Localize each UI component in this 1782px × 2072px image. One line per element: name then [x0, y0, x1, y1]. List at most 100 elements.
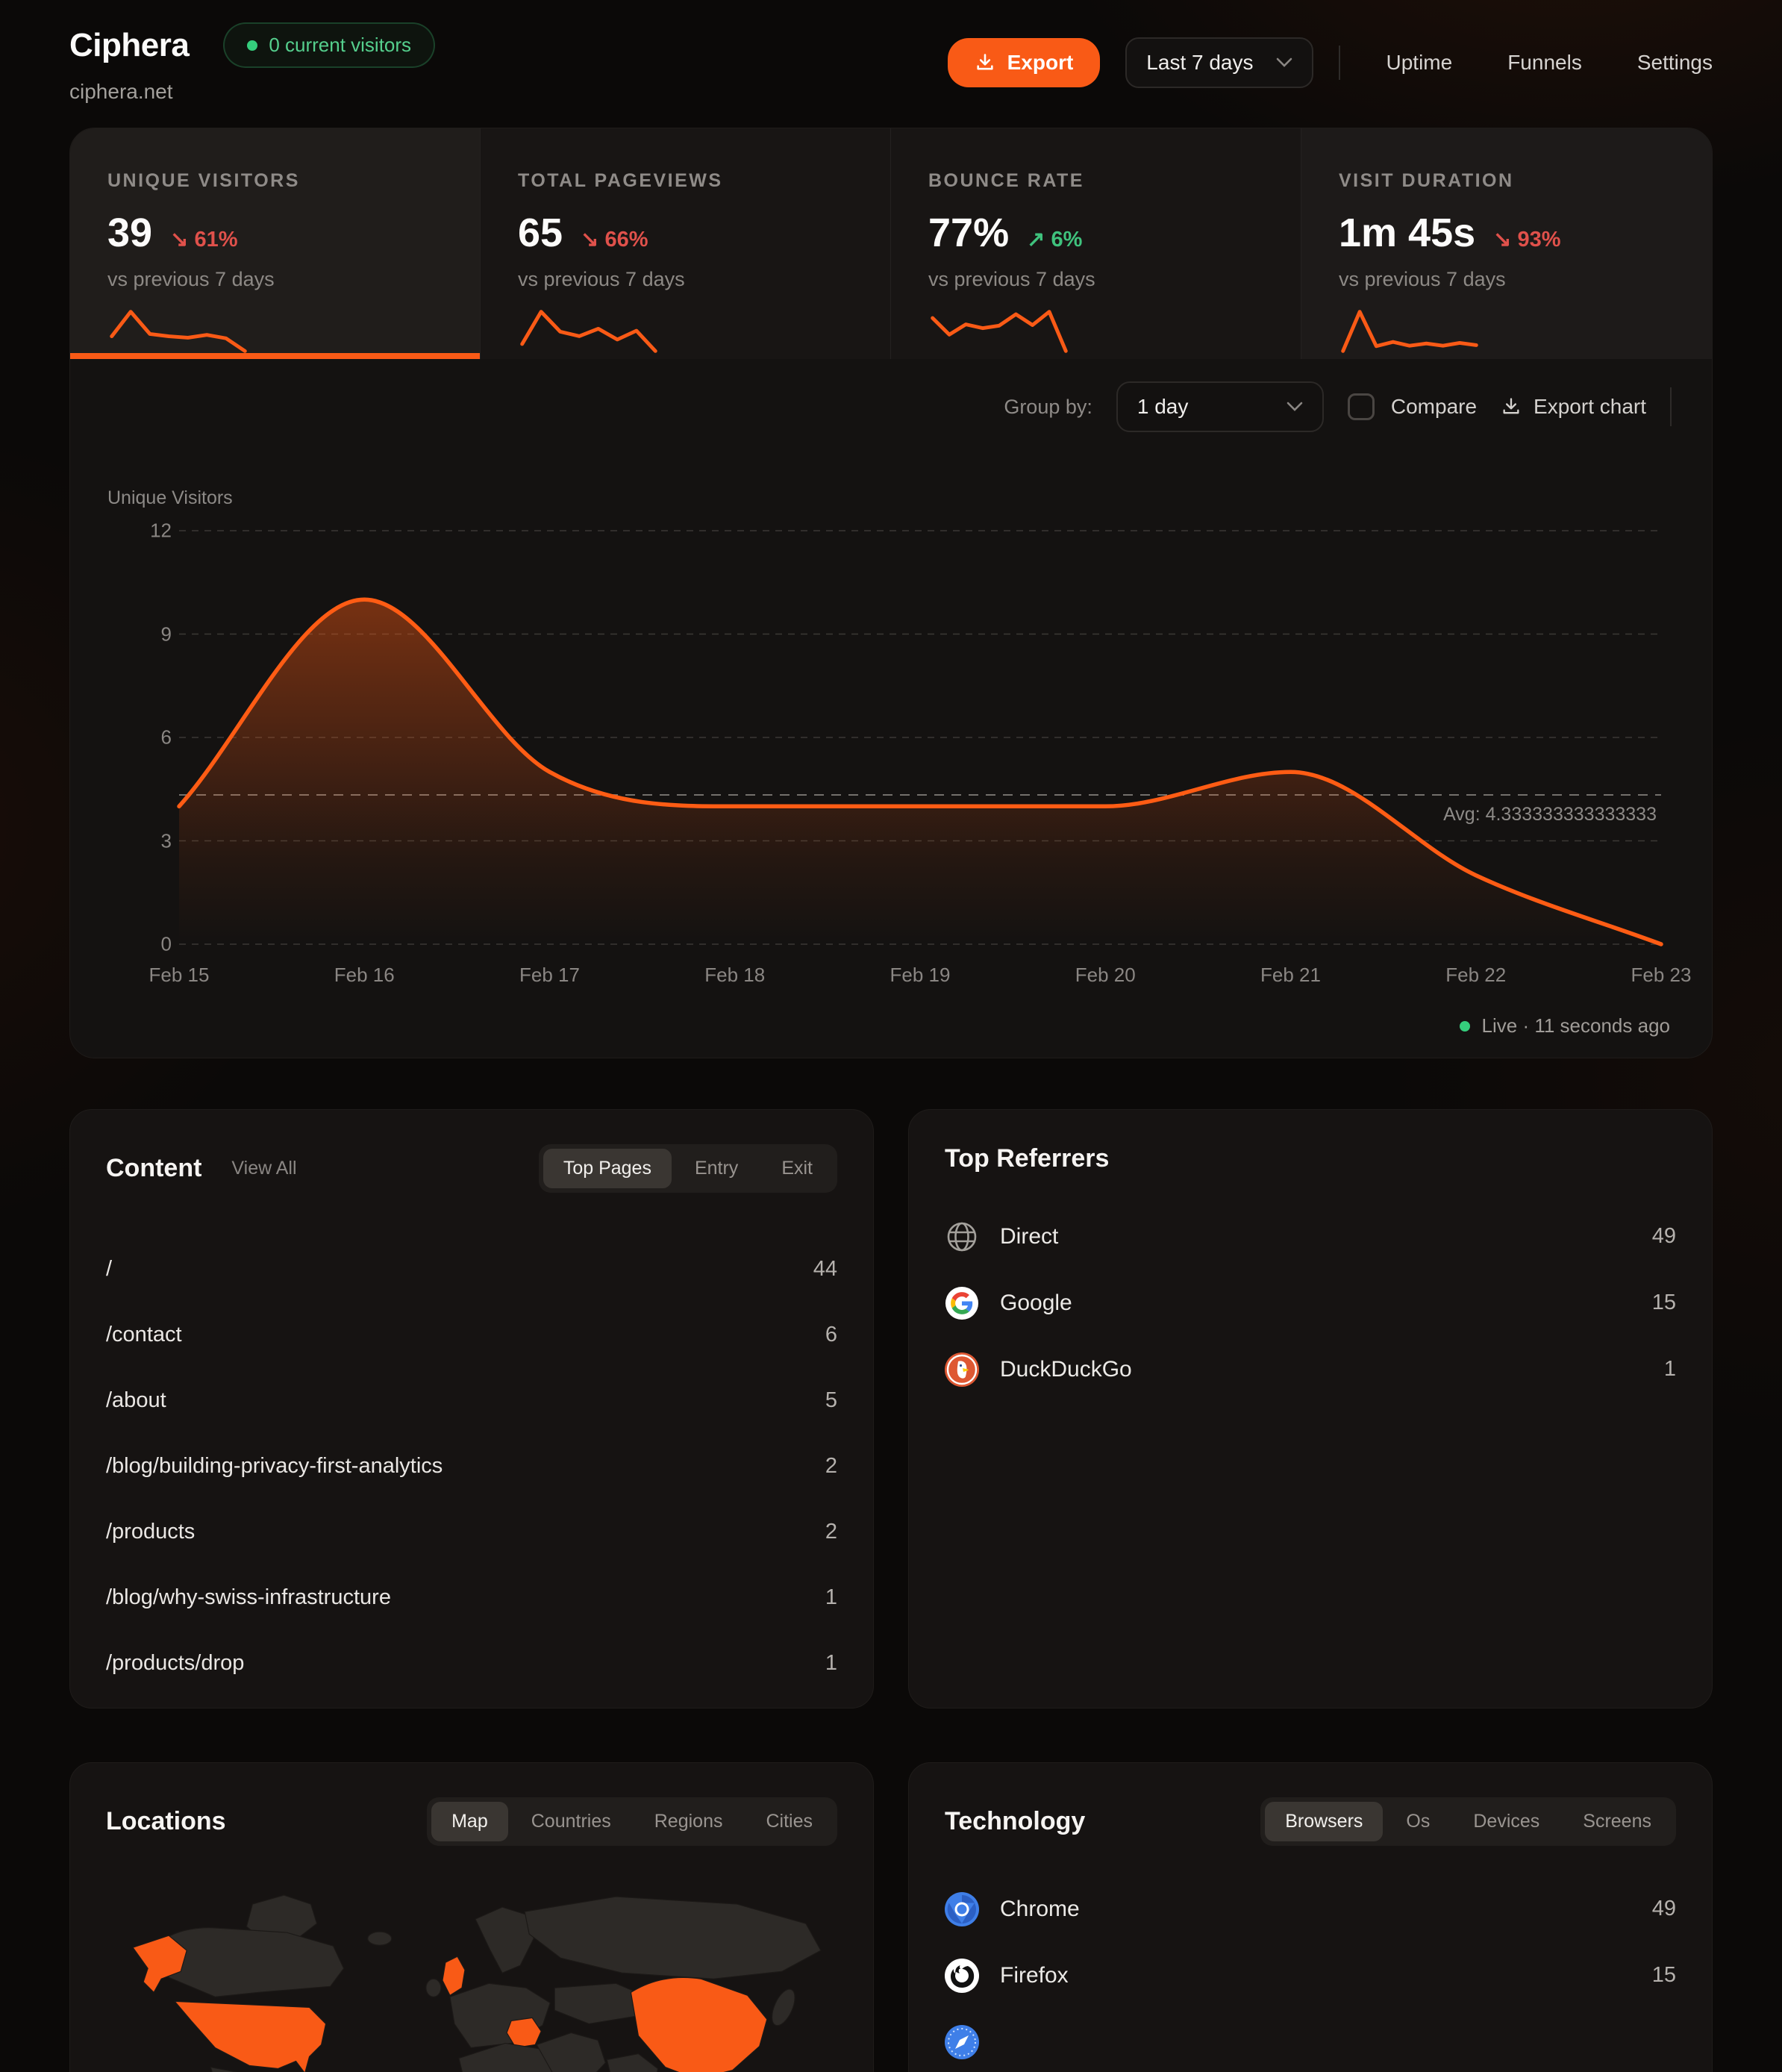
referrer-row[interactable]: Google 15: [945, 1270, 1676, 1336]
site-domain: ciphera.net: [69, 80, 173, 103]
page-row[interactable]: / 44: [106, 1236, 837, 1302]
controls-divider: [1670, 387, 1672, 426]
tab-browsers[interactable]: Browsers: [1265, 1802, 1384, 1841]
page-path: /blog/why-swiss-infrastructure: [106, 1585, 391, 1609]
x-tick-label: Feb 18: [704, 964, 766, 986]
browser-count: 49: [1651, 1897, 1676, 1920]
page-row[interactable]: /products 2: [106, 1499, 837, 1564]
referrers-list: Direct 49 Google 15 DuckDu: [945, 1203, 1676, 1402]
live-text: Live · 11 seconds ago: [1481, 1014, 1670, 1037]
brand-block: Ciphera 0 current visitors ciphera.net: [69, 22, 436, 104]
browser-count: 15: [1651, 1963, 1676, 1987]
tab-exit[interactable]: Exit: [781, 1158, 813, 1179]
live-dot-icon: [247, 40, 258, 51]
stat-delta: ↗ 6%: [1027, 228, 1083, 252]
page-count: 5: [825, 1388, 837, 1412]
stat-bounce-rate[interactable]: BOUNCE RATE 77% ↗ 6% vs previous 7 days: [891, 128, 1301, 359]
safari-icon: [945, 2024, 979, 2059]
page-row[interactable]: /blog/building-privacy-first-analytics 2: [106, 1433, 837, 1499]
export-button[interactable]: Export: [947, 38, 1101, 87]
world-map[interactable]: [106, 1874, 837, 2072]
sparkline-chart: [110, 310, 247, 353]
map-country-china[interactable]: [630, 1976, 768, 2072]
top-bar: Ciphera 0 current visitors ciphera.net E…: [69, 22, 1713, 104]
globe-icon: [945, 1220, 979, 1254]
browser-name: Chrome: [1000, 1896, 1080, 1921]
date-range-select[interactable]: Last 7 days: [1125, 37, 1313, 88]
tab-entry[interactable]: Entry: [694, 1158, 739, 1179]
export-chart-button[interactable]: Export chart: [1501, 395, 1646, 419]
page-row[interactable]: /products/drop 1: [106, 1630, 837, 1696]
page-row[interactable]: /contact 6: [106, 1302, 837, 1367]
stat-label: VISIT DURATION: [1339, 170, 1514, 191]
browser-row[interactable]: Chrome 49: [945, 1876, 1676, 1942]
tab-cities[interactable]: Cities: [766, 1811, 813, 1832]
page-count: 6: [825, 1322, 837, 1347]
stat-unique-visitors[interactable]: UNIQUE VISITORS 39 ↘ 61% vs previous 7 d…: [70, 128, 481, 359]
page-path: /products: [106, 1519, 196, 1544]
compare-checkbox[interactable]: [1347, 393, 1375, 420]
header-actions: Export Last 7 days Uptime Funnels Settin…: [947, 37, 1713, 88]
chart-section: Group by: 1 day Compare Export chart: [70, 347, 1712, 1058]
browser-row-partial[interactable]: [945, 2009, 1676, 2072]
page-count: 2: [825, 1519, 837, 1544]
map-country-usa[interactable]: [173, 2000, 327, 2072]
live-dot-icon: [1459, 1020, 1470, 1032]
x-tick-label: Feb 16: [334, 964, 395, 986]
tab-devices[interactable]: Devices: [1473, 1811, 1540, 1832]
map-country-uk[interactable]: [442, 1956, 466, 1997]
export-chart-label: Export chart: [1534, 395, 1646, 418]
tab-screens[interactable]: Screens: [1583, 1811, 1651, 1832]
tab-regions[interactable]: Regions: [654, 1811, 723, 1832]
referrer-name: Direct: [1000, 1223, 1059, 1249]
stat-compare-label: vs previous 7 days: [518, 268, 685, 290]
page-row[interactable]: /about 5: [106, 1367, 837, 1433]
view-all-link[interactable]: View All: [231, 1158, 297, 1179]
chart-area-fill: [179, 599, 1661, 944]
stat-total-pageviews[interactable]: TOTAL PAGEVIEWS 65 ↘ 66% vs previous 7 d…: [481, 128, 891, 359]
page-path: /about: [106, 1388, 166, 1412]
chart-title: Unique Visitors: [107, 487, 233, 508]
stat-compare-label: vs previous 7 days: [1339, 268, 1506, 290]
map-country-alaska[interactable]: [132, 1935, 187, 1994]
referrer-row[interactable]: DuckDuckGo 1: [945, 1336, 1676, 1402]
browser-row[interactable]: Firefox 15: [945, 1942, 1676, 2009]
chart-average-label: Avg: 4.333333333333333: [1443, 804, 1657, 825]
nav-link-uptime[interactable]: Uptime: [1386, 51, 1453, 74]
tab-top-pages[interactable]: Top Pages: [543, 1149, 672, 1188]
technology-tabs: Browsers Os Devices Screens: [1260, 1797, 1676, 1846]
referrer-row[interactable]: Direct 49: [945, 1203, 1676, 1270]
download-icon: [975, 52, 995, 73]
current-visitors-badge[interactable]: 0 current visitors: [223, 22, 436, 68]
page-row[interactable]: /blog/why-swiss-infrastructure 1: [106, 1564, 837, 1630]
firefox-icon: [945, 1958, 979, 1993]
stat-visit-duration[interactable]: VISIT DURATION 1m 45s ↘ 93% vs previous …: [1301, 128, 1712, 359]
live-indicator: Live · 11 seconds ago: [1459, 1014, 1670, 1037]
x-tick-label: Feb 22: [1445, 964, 1507, 986]
content-title: Content: [106, 1154, 202, 1182]
tab-countries[interactable]: Countries: [531, 1811, 611, 1832]
stat-label: TOTAL PAGEVIEWS: [518, 170, 723, 191]
content-panel: Content View All Top Pages Entry Exit / 4…: [69, 1109, 874, 1709]
tab-map[interactable]: Map: [431, 1802, 508, 1841]
x-tick-label: Feb 20: [1075, 964, 1136, 986]
page-count: 2: [825, 1453, 837, 1478]
chart-controls: Group by: 1 day Compare Export chart: [1004, 381, 1672, 432]
nav-link-settings[interactable]: Settings: [1636, 51, 1713, 74]
unique-visitors-chart[interactable]: [177, 530, 1663, 946]
page-path: /blog/building-privacy-first-analytics: [106, 1453, 443, 1478]
group-by-select[interactable]: 1 day: [1116, 381, 1324, 432]
tab-os[interactable]: Os: [1406, 1811, 1431, 1832]
referrer-count: 15: [1651, 1291, 1676, 1314]
map-country-romania[interactable]: [506, 2017, 542, 2049]
stat-label: BOUNCE RATE: [928, 170, 1084, 191]
x-tick-label: Feb 17: [519, 964, 580, 986]
stat-compare-label: vs previous 7 days: [928, 268, 1095, 290]
y-tick-label: 3: [160, 829, 172, 852]
nav-link-funnels[interactable]: Funnels: [1507, 51, 1582, 74]
header-divider: [1338, 46, 1340, 80]
compare-label[interactable]: Compare: [1390, 395, 1478, 418]
group-by-label: Group by:: [1004, 395, 1092, 418]
browsers-list: Chrome 49 Firefox 15: [945, 1876, 1676, 2072]
